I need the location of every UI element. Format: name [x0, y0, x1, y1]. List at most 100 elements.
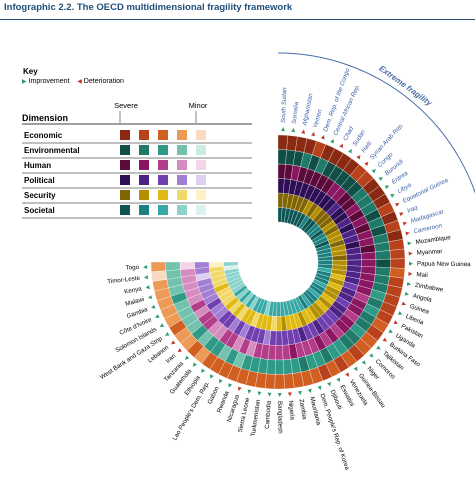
improvement-triangle-icon: ▶ — [22, 79, 27, 85]
swatch-economic-4 — [177, 130, 187, 140]
swatch-political-5 — [196, 175, 206, 185]
trend-marker-48 — [209, 374, 214, 379]
country-label-39: Zambia — [298, 398, 308, 420]
cell-human-21 — [361, 259, 377, 268]
cell-environmental-41 — [274, 359, 284, 375]
trend-marker-22 — [408, 271, 413, 276]
trend-marker-10 — [364, 161, 369, 167]
trend-marker-49 — [201, 368, 206, 374]
trend-marker-15 — [395, 203, 400, 207]
trend-marker-18 — [405, 231, 410, 236]
cell-political-21 — [346, 259, 362, 267]
trend-marker-53 — [171, 340, 176, 345]
country-label-19: Mozambique — [415, 234, 452, 246]
deterioration-triangle-icon: ◀ — [77, 79, 82, 85]
trend-marker-41 — [277, 392, 282, 397]
improvement-label: Improvement — [28, 78, 70, 85]
cell-economic-61 — [150, 261, 166, 272]
swatch-societal-1 — [120, 205, 130, 215]
swatch-economic-2 — [139, 130, 149, 140]
trend-marker-50 — [192, 362, 197, 367]
swatch-political-1 — [120, 175, 130, 185]
country-label-18: Cameroon — [413, 222, 443, 235]
swatch-security-4 — [177, 190, 187, 200]
country-label-15: Equatorial Guinea — [402, 177, 450, 205]
swatch-human-1 — [120, 160, 130, 170]
trend-marker-59 — [145, 285, 150, 290]
cell-economic-1 — [277, 134, 288, 150]
extreme-fragility-bracket — [277, 52, 475, 194]
infographic-title: Infographic 2.2. The OECD multidimension… — [4, 2, 293, 13]
swatch-security-1 — [120, 190, 130, 200]
trend-marker-8 — [348, 149, 352, 154]
legend-panel-bg — [108, 125, 278, 224]
trend-marker-30 — [376, 345, 381, 350]
dimension-header: Dimension — [22, 113, 68, 123]
swatch-human-2 — [139, 160, 149, 170]
dimension-label-societal: Societal — [24, 206, 55, 215]
swatch-economic-1 — [120, 130, 130, 140]
cell-environmental-1 — [277, 149, 287, 165]
trend-marker-9 — [356, 155, 361, 160]
deterioration-label: Deterioration — [83, 78, 124, 85]
trend-marker-14 — [390, 193, 395, 198]
country-label-38: Mauritania — [308, 396, 322, 426]
trend-marker-23 — [406, 281, 412, 286]
trend-marker-6 — [330, 139, 334, 144]
extreme-fragility-label: Extreme fragility — [377, 64, 434, 108]
trend-marker-20 — [408, 251, 413, 256]
country-label-22: Mali — [416, 271, 428, 279]
cell-economic-40 — [283, 373, 295, 389]
cell-human-41 — [275, 345, 284, 361]
trend-marker-33 — [353, 366, 358, 372]
country-label-40: Nigeria — [287, 400, 296, 421]
country-label-16: Iraq — [406, 204, 419, 215]
dimension-label-economic: Economic — [24, 131, 63, 140]
country-label-58: Malawi — [125, 296, 145, 308]
trend-marker-16 — [399, 212, 404, 217]
trend-marker-61 — [143, 265, 148, 270]
trend-marker-37 — [317, 385, 322, 391]
trend-marker-51 — [185, 355, 190, 360]
dimension-label-political: Political — [24, 176, 55, 185]
cell-security-61 — [208, 261, 224, 268]
trend-marker-35 — [336, 377, 340, 382]
trend-marker-13 — [384, 185, 390, 190]
swatch-human-5 — [196, 160, 206, 170]
trend-marker-1 — [281, 127, 286, 132]
swatch-environmental-2 — [139, 145, 149, 155]
severe-label: Severe — [114, 101, 138, 110]
country-label-59: Kenya — [124, 285, 143, 295]
swatch-security-2 — [139, 190, 149, 200]
swatch-human-3 — [158, 160, 168, 170]
trend-marker-58 — [147, 295, 153, 299]
swatch-environmental-3 — [158, 145, 168, 155]
trend-marker-42 — [267, 392, 272, 397]
cell-economic-21 — [390, 258, 406, 269]
trend-marker-5 — [320, 135, 325, 140]
cell-security-41 — [276, 316, 282, 332]
trend-marker-55 — [159, 323, 165, 327]
trend-marker-57 — [151, 304, 156, 309]
swatch-political-4 — [177, 175, 187, 185]
swatch-environmental-1 — [120, 145, 130, 155]
cell-economic-42 — [264, 373, 276, 390]
swatch-societal-4 — [177, 205, 187, 215]
swatch-economic-3 — [158, 130, 168, 140]
swatch-human-4 — [177, 160, 187, 170]
title-rule — [0, 19, 475, 20]
trend-marker-56 — [155, 314, 160, 318]
cell-societal-41 — [276, 301, 281, 317]
swatch-security-3 — [158, 190, 168, 200]
country-label-43: Turkmenistan — [250, 399, 262, 437]
swatch-environmental-4 — [177, 145, 187, 155]
trend-marker-11 — [371, 169, 376, 174]
trend-marker-3 — [301, 129, 306, 134]
country-label-60: Timor-Leste — [107, 275, 141, 286]
cell-political-41 — [275, 330, 283, 346]
trend-marker-27 — [393, 320, 398, 324]
trend-marker-34 — [345, 372, 349, 377]
trend-marker-38 — [307, 388, 312, 393]
trend-marker-44 — [247, 389, 252, 394]
